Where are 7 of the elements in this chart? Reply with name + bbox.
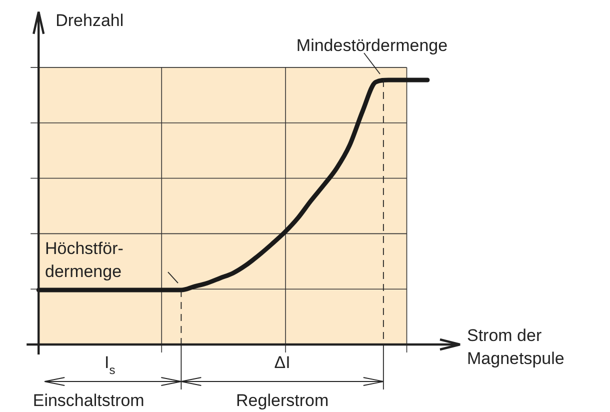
text: ΔI: [274, 353, 290, 372]
y-axis-title: Drehzahl: [56, 11, 124, 30]
x-axis-title: Strom der Magnetspule: [467, 326, 564, 368]
annotation: Höchstför- dermenge: [45, 239, 124, 281]
text: Mindestördermenge: [296, 36, 448, 55]
text: Einschaltstrom: [32, 391, 144, 410]
text: Reglerstrom: [236, 391, 329, 410]
